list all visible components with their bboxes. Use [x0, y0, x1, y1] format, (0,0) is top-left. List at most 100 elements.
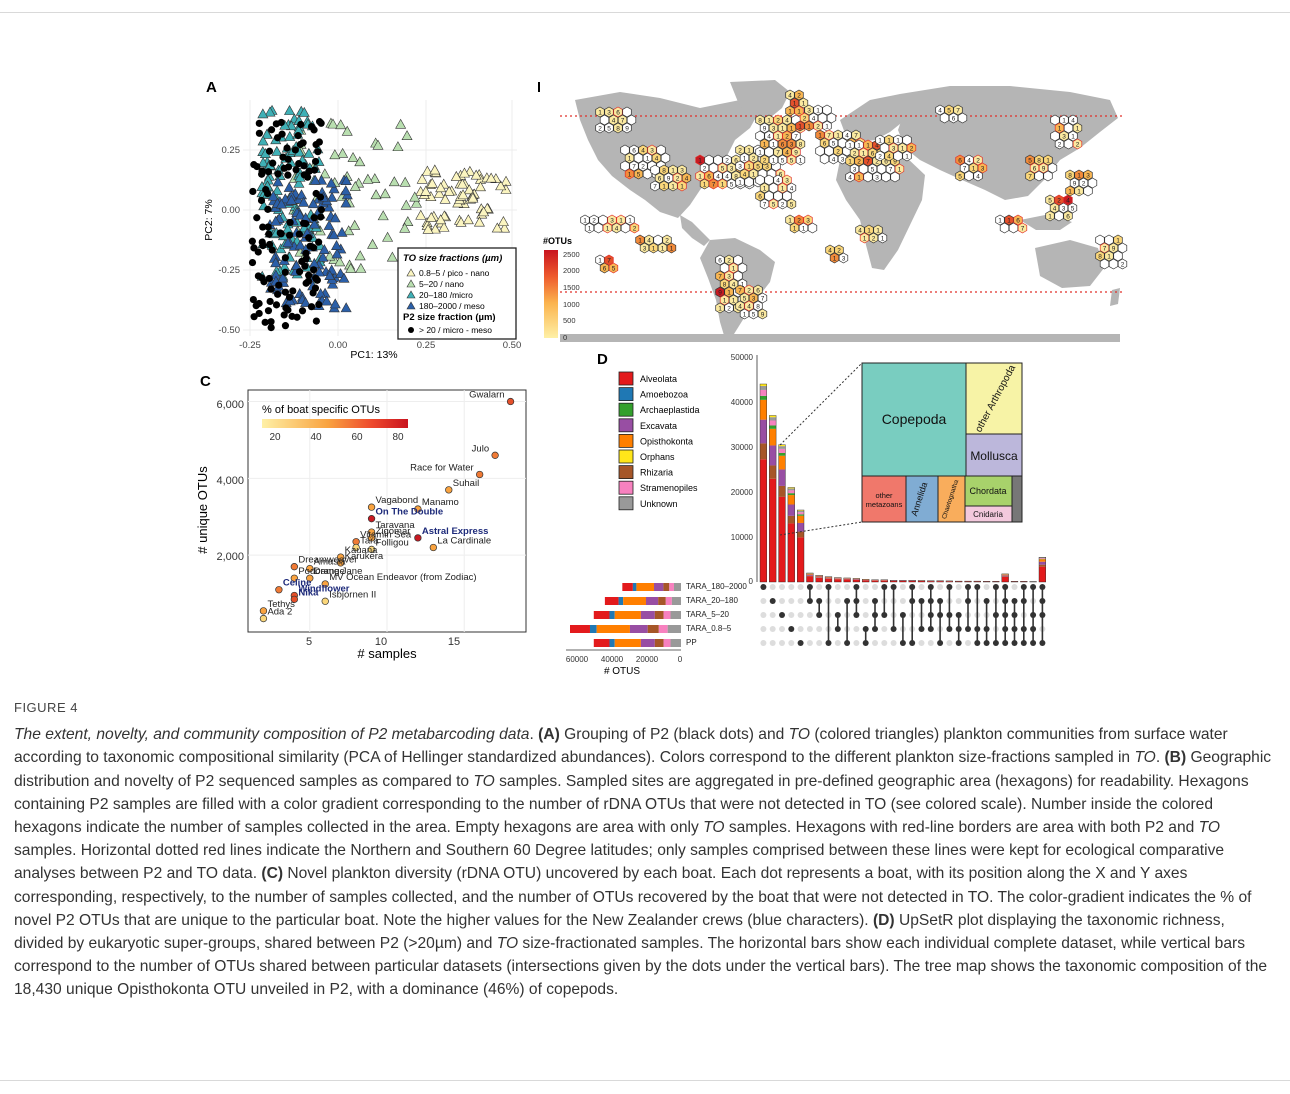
matrix-dot — [918, 640, 925, 646]
to-sample-marker — [354, 156, 366, 167]
hexagon-count: 3 — [643, 246, 647, 253]
a-xlabel: PC1: 13% — [350, 349, 397, 361]
sample-hexagon — [838, 252, 849, 264]
c-xlabel: # samples — [357, 646, 417, 661]
intersection-bar-segment — [1039, 566, 1046, 582]
sample-hexagon — [875, 134, 885, 146]
intersection-bar-segment — [908, 580, 916, 582]
to-sample-marker — [409, 191, 421, 202]
sample-hexagon — [744, 144, 754, 156]
to-sample-marker — [308, 218, 320, 229]
intersection-bar — [1020, 581, 1028, 583]
hexagon-count: 4 — [875, 143, 879, 150]
hexagon-count: 1 — [901, 146, 905, 153]
p2-sample-marker — [305, 271, 313, 279]
hexagon-count: 1 — [652, 246, 656, 253]
caption-tag-a: (A) — [538, 726, 560, 744]
d-set-xtick: 40000 — [601, 655, 624, 664]
p2-sample-marker — [313, 276, 321, 284]
sample-hexagon — [894, 163, 905, 175]
hexagon-count: 1 — [738, 180, 742, 187]
caption-a-text: Grouping of P2 (black dots) and — [559, 726, 789, 744]
intersection-bar-segment — [853, 579, 860, 582]
d-ytick: 50000 — [731, 353, 754, 362]
a-xtick: 0.25 — [417, 340, 436, 351]
c-legend-tick: 20 — [269, 432, 281, 443]
intersection-bar-segment — [787, 504, 795, 516]
intersection-bar-segment — [797, 510, 804, 511]
d-set-xtick: 0 — [678, 655, 683, 664]
set-bar-segment — [596, 625, 630, 633]
sample-hexagon — [1049, 202, 1060, 214]
sample-hexagon — [768, 182, 779, 194]
sample-hexagon — [604, 254, 614, 266]
to-sample-marker — [382, 231, 394, 242]
sample-hexagon — [759, 122, 770, 134]
hexagon-count: 4 — [716, 174, 720, 181]
sample-hexagon — [629, 160, 639, 172]
hexagon-count: 1 — [661, 246, 665, 253]
hexagon-count: 4 — [615, 226, 619, 233]
sample-hexagon — [845, 155, 855, 167]
sample-hexagon — [1045, 194, 1055, 206]
sample-hexagon — [660, 152, 671, 164]
matrix-dot — [834, 584, 841, 590]
caption-to: TO — [1198, 819, 1221, 837]
hexagon-count: 1 — [758, 150, 762, 157]
p2-sample-marker — [248, 237, 256, 245]
bottom-rule — [0, 1080, 1290, 1081]
to-sample-marker — [341, 125, 353, 136]
set-bar-segment — [654, 639, 664, 647]
intersection-bar-segment — [760, 419, 767, 444]
p2-sample-marker — [274, 290, 282, 298]
sample-hexagon — [608, 114, 619, 126]
to-sample-marker — [435, 182, 447, 193]
boat-label: Tara — [360, 535, 379, 546]
panel-a-yticks: 0.25 0.00 -0.25 -0.50 — [218, 145, 240, 336]
intersection-bar — [1038, 557, 1047, 583]
to-sample-marker — [275, 198, 287, 209]
p2-sample-marker — [255, 299, 263, 308]
boat-point — [367, 503, 376, 511]
p2-sample-marker — [281, 322, 290, 330]
hexagon-count: 9 — [1042, 166, 1046, 173]
d-legend-label: Unknown — [640, 499, 678, 509]
hexagon-count: 7 — [1028, 174, 1032, 181]
hexagon-count: 3 — [738, 164, 742, 171]
sample-hexagon — [768, 138, 779, 150]
sample-hexagon — [867, 147, 878, 159]
sample-hexagon — [854, 139, 864, 151]
opisthokonta-treemap — [779, 362, 1023, 536]
p2-sample-marker — [310, 214, 318, 222]
sample-hexagon — [1108, 242, 1119, 254]
set-bar-segment — [609, 611, 615, 619]
intersection-bar-segment — [918, 581, 925, 582]
p2-sample-marker — [312, 317, 320, 325]
hexagon-count: 3 — [785, 178, 789, 185]
sample-hexagon — [713, 170, 723, 182]
boat-label: Zigomar — [376, 526, 411, 537]
to-sample-marker — [433, 187, 445, 198]
set-bar-segment — [589, 625, 597, 633]
to-sample-marker — [327, 118, 339, 129]
sample-hexagon — [875, 150, 885, 162]
p2-sample-marker — [258, 167, 266, 175]
treemap-label-mollusca: Mollusca — [970, 449, 1018, 463]
caption-to: TO — [788, 726, 811, 744]
treemap-unlabeled — [1011, 475, 1023, 523]
sample-hexagon — [785, 214, 795, 226]
intersection-bar-segment — [1001, 576, 1009, 582]
intersection-bar-segment — [778, 485, 786, 497]
to-sample-marker — [499, 222, 511, 233]
sample-hexagon — [782, 114, 792, 126]
sample-hexagon — [873, 224, 883, 236]
hexagon-count: 1 — [797, 109, 801, 116]
sample-hexagon — [1072, 138, 1083, 150]
sample-hexagon — [764, 174, 774, 186]
to-sample-marker — [321, 295, 333, 306]
sample-hexagon — [794, 214, 804, 226]
matrix-dot — [769, 598, 776, 604]
d-legend-swatch — [618, 449, 634, 464]
intersection-bar-segment — [787, 487, 795, 489]
to-sample-marker — [435, 214, 447, 225]
